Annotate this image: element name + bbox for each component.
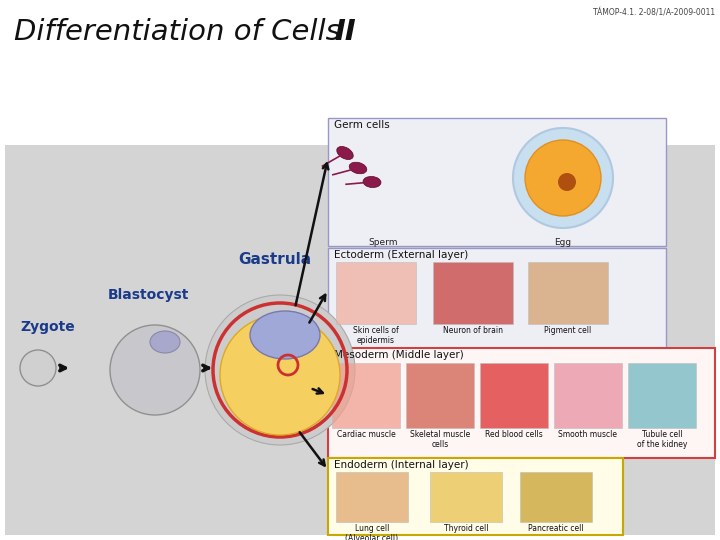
Text: Smooth muscle: Smooth muscle bbox=[559, 430, 618, 439]
Ellipse shape bbox=[250, 311, 320, 359]
Ellipse shape bbox=[337, 146, 354, 159]
Text: Skin cells of
epidermis: Skin cells of epidermis bbox=[353, 326, 399, 346]
Circle shape bbox=[110, 325, 200, 415]
Bar bbox=[5, 145, 715, 535]
Circle shape bbox=[220, 315, 340, 435]
Text: Blastocyst: Blastocyst bbox=[108, 288, 189, 302]
Ellipse shape bbox=[150, 331, 180, 353]
FancyBboxPatch shape bbox=[433, 262, 513, 324]
Text: Zygote: Zygote bbox=[20, 320, 75, 334]
Text: Germ cells: Germ cells bbox=[334, 120, 390, 130]
Text: Pigment cell: Pigment cell bbox=[544, 326, 592, 335]
FancyBboxPatch shape bbox=[554, 363, 622, 428]
Text: Red blood cells: Red blood cells bbox=[485, 430, 543, 439]
Circle shape bbox=[20, 350, 56, 386]
Text: Sperm: Sperm bbox=[368, 238, 397, 247]
Circle shape bbox=[558, 173, 576, 191]
Text: Cardiac muscle: Cardiac muscle bbox=[337, 430, 395, 439]
FancyBboxPatch shape bbox=[328, 348, 715, 458]
Text: Gastrula: Gastrula bbox=[238, 252, 311, 267]
Text: Egg: Egg bbox=[554, 238, 572, 247]
Text: Lung cell
(Alveolar cell): Lung cell (Alveolar cell) bbox=[346, 524, 399, 540]
FancyBboxPatch shape bbox=[628, 363, 696, 428]
Text: Mesoderm (Middle layer): Mesoderm (Middle layer) bbox=[334, 350, 464, 360]
Ellipse shape bbox=[363, 177, 381, 187]
Text: Endoderm (Internal layer): Endoderm (Internal layer) bbox=[334, 460, 469, 470]
Circle shape bbox=[525, 140, 601, 216]
FancyBboxPatch shape bbox=[328, 458, 623, 535]
Circle shape bbox=[205, 295, 355, 445]
FancyBboxPatch shape bbox=[406, 363, 474, 428]
FancyBboxPatch shape bbox=[336, 262, 416, 324]
FancyBboxPatch shape bbox=[520, 472, 592, 522]
Text: Tubule cell
of the kidney: Tubule cell of the kidney bbox=[636, 430, 687, 449]
Circle shape bbox=[513, 128, 613, 228]
Text: II: II bbox=[334, 18, 356, 46]
FancyBboxPatch shape bbox=[336, 472, 408, 522]
Text: Skeletal muscle
cells: Skeletal muscle cells bbox=[410, 430, 470, 449]
Text: Thyroid cell: Thyroid cell bbox=[444, 524, 488, 533]
Text: Ectoderm (External layer): Ectoderm (External layer) bbox=[334, 250, 468, 260]
FancyBboxPatch shape bbox=[528, 262, 608, 324]
Text: Pancreatic cell: Pancreatic cell bbox=[528, 524, 584, 533]
FancyBboxPatch shape bbox=[480, 363, 548, 428]
FancyBboxPatch shape bbox=[430, 472, 502, 522]
FancyBboxPatch shape bbox=[328, 118, 666, 246]
Text: TÁMOP-4.1. 2-08/1/A-2009-0011: TÁMOP-4.1. 2-08/1/A-2009-0011 bbox=[593, 8, 715, 17]
FancyBboxPatch shape bbox=[332, 363, 400, 428]
FancyBboxPatch shape bbox=[328, 248, 666, 348]
Ellipse shape bbox=[349, 162, 366, 174]
Text: Neuron of brain: Neuron of brain bbox=[443, 326, 503, 335]
Text: Differentiation of Cells: Differentiation of Cells bbox=[14, 18, 350, 46]
